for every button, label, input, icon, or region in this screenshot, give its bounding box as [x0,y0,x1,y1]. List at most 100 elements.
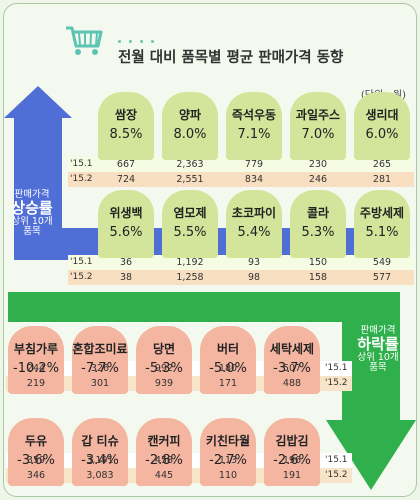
period-row [68,157,414,172]
price-15-1: 265 [372,159,392,170]
decrease-label-sub2: 품목 [369,362,387,374]
period-row [68,172,414,187]
increase_top10-card: 초코파이 5.4% [226,190,282,258]
price-15-2: 724 [116,174,136,185]
item-name: 콜라 [306,206,330,220]
price-15-1: 507 [282,363,302,374]
increase_top10-card: 콜라 5.3% [290,190,346,258]
increase_top10-card: 양파 8.0% [162,92,218,160]
increase-label-big: 상승률 [11,199,53,218]
decrease_top10-card: 두유 -3.6% [8,418,64,486]
change-rate: 5.1% [365,225,399,240]
change-rate: -3.6% [17,453,55,468]
price-15-1: 992 [154,363,174,374]
page-title: 전월 대비 품목별 평균 판매가격 동향 [118,50,344,66]
change-rate: -3.4% [81,453,119,468]
price-15-2: 3,083 [86,470,114,481]
item-name: 김밥김 [275,434,309,448]
price-15-1: 180 [218,363,238,374]
price-15-2: 158 [308,272,328,283]
price-15-1: 549 [372,257,392,268]
decrease_top10-card: 김밥김 -2.6% [264,418,320,486]
increase_top10-card: 염모제 5.5% [162,190,218,258]
change-rate: -5.0% [209,361,247,376]
decrease_top10-card: 부침가루 -10.2% [8,326,64,394]
item-name: 즉석우동 [231,108,277,122]
title-dots [118,40,154,43]
shopping-cart-icon [66,26,103,55]
price-15-2: 1,258 [176,272,204,283]
price-15-2: 834 [244,174,264,185]
change-rate: 5.6% [109,225,143,240]
price-15-1: 359 [26,455,46,466]
price-15-2: 246 [308,174,328,185]
change-rate: -10.2% [13,361,59,376]
period-label: '15.2 [70,272,93,282]
item-name: 부침가루 [13,342,59,356]
price-15-2: 281 [372,174,392,185]
header: 전월 대비 품목별 평균 판매가격 동향 [0,0,420,80]
item-name: 위생백 [109,206,143,220]
increase_top10-card: 위생백 5.6% [98,190,154,258]
item-name: 혼합조미료 [72,342,128,356]
increase-label-sub2: 품목 [23,226,41,238]
price-15-2: 488 [282,378,302,389]
change-rate: -5.3% [145,361,183,376]
period-row [68,270,414,285]
change-rate: 5.3% [301,225,335,240]
change-rate: 8.0% [173,127,207,142]
period-row [68,255,414,270]
increase_top10-card: 쌈장 8.5% [98,92,154,160]
item-name: 과일주스 [295,108,341,122]
decrease_top10-card: 세탁세제 -3.7% [264,326,320,394]
period-label: '15.2 [325,470,348,480]
price-15-1: 3,191 [86,455,114,466]
price-15-1: 150 [308,257,328,268]
price-15-1: 36 [119,257,133,268]
price-15-1: 2,363 [176,159,204,170]
price-15-1: 230 [308,159,328,170]
decrease_top10-card: 버터 -5.0% [200,326,256,394]
increase-label: 판매가격 상승률 상위 10개 품목 [4,189,60,238]
item-name: 캔커피 [147,434,181,448]
change-rate: 6.0% [365,127,399,142]
price-15-2: 2,551 [176,174,204,185]
increase_top10-card: 생리대 6.0% [354,92,410,160]
item-name: 두유 [24,434,48,448]
price-15-1: 244 [26,363,46,374]
item-name: 당면 [152,342,176,356]
price-15-1: 326 [90,363,110,374]
decrease-band [8,292,400,322]
price-15-1: 196 [282,455,302,466]
price-15-2: 346 [26,470,46,481]
period-label: '15.1 [325,363,348,373]
item-name: 갑 티슈 [81,434,119,448]
change-rate: 5.5% [173,225,207,240]
change-rate: 5.4% [237,225,271,240]
item-name: 생리대 [365,108,399,122]
price-15-1: 113 [218,455,238,466]
period-label: '15.1 [325,455,348,465]
decrease_top10-card: 갑 티슈 -3.4% [72,418,128,486]
decrease_top10-card: 당면 -5.3% [136,326,192,394]
price-15-2: 98 [247,272,261,283]
price-15-2: 445 [154,470,174,481]
price-15-1: 667 [116,159,136,170]
price-15-2: 171 [218,378,238,389]
item-name: 쌈장 [114,108,138,122]
period-label: '15.1 [70,159,93,169]
item-name: 초코파이 [231,206,277,220]
increase_top10-card: 과일주스 7.0% [290,92,346,160]
item-name: 주방세제 [359,206,405,220]
price-15-1: 1,192 [176,257,204,268]
period-label: '15.1 [70,257,93,267]
change-rate: -2.8% [145,453,183,468]
decrease_top10-card: 혼합조미료 -7.7% [72,326,128,394]
decrease-label-big: 하락률 [357,335,399,354]
period-label: '15.2 [325,378,348,388]
change-rate: -3.7% [273,361,311,376]
change-rate: 8.5% [109,127,143,142]
item-name: 세탁세제 [269,342,315,356]
increase_top10-card: 즉석우동 7.1% [226,92,282,160]
decrease-label-sub1: 상위 10개 [357,351,399,363]
